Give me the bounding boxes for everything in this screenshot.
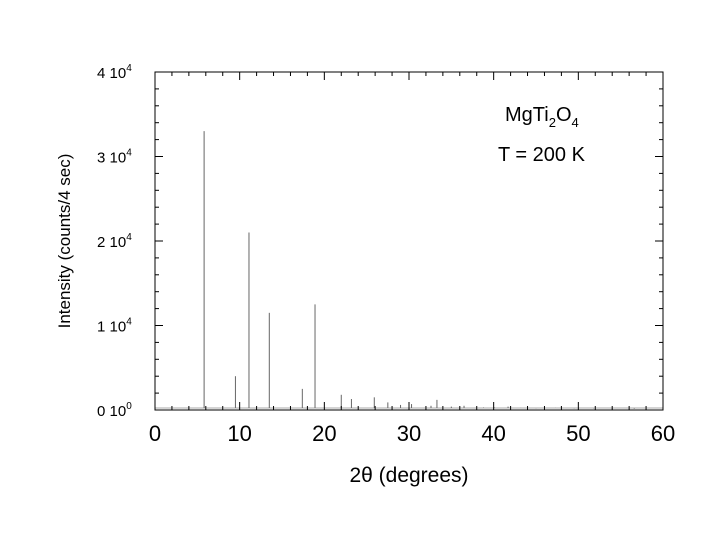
x-tick-label: 40: [481, 421, 505, 446]
x-axis-title: 2θ (degrees): [349, 464, 468, 487]
x-tick-label: 20: [312, 421, 336, 446]
y-tick-label: 1 104: [97, 317, 132, 336]
y-tick-label: 4 104: [97, 63, 132, 82]
y-tick-label: 0 100: [97, 401, 132, 420]
ticks-layer: [154, 71, 664, 411]
temperature-annotation: T = 200 K: [498, 144, 586, 166]
x-tick-label: 0: [149, 421, 161, 446]
y-tick-label: 2 104: [97, 232, 132, 251]
y-axis-title: Intensity (counts/4 sec): [55, 154, 74, 329]
plot-frame: [154, 71, 664, 411]
x-tick-label: 50: [566, 421, 590, 446]
x-tick-label: 10: [227, 421, 251, 446]
x-tick-label: 60: [651, 421, 675, 446]
y-tick-label: 3 104: [97, 148, 132, 167]
formula-annotation: MgTi2O4: [505, 104, 579, 130]
labels-layer: 0 10 20 30 40 50 60 0 100 1 104 2 104 3 104 4 104: [97, 63, 675, 446]
x-tick-label: 30: [397, 421, 421, 446]
peaks-layer: [155, 131, 663, 409]
